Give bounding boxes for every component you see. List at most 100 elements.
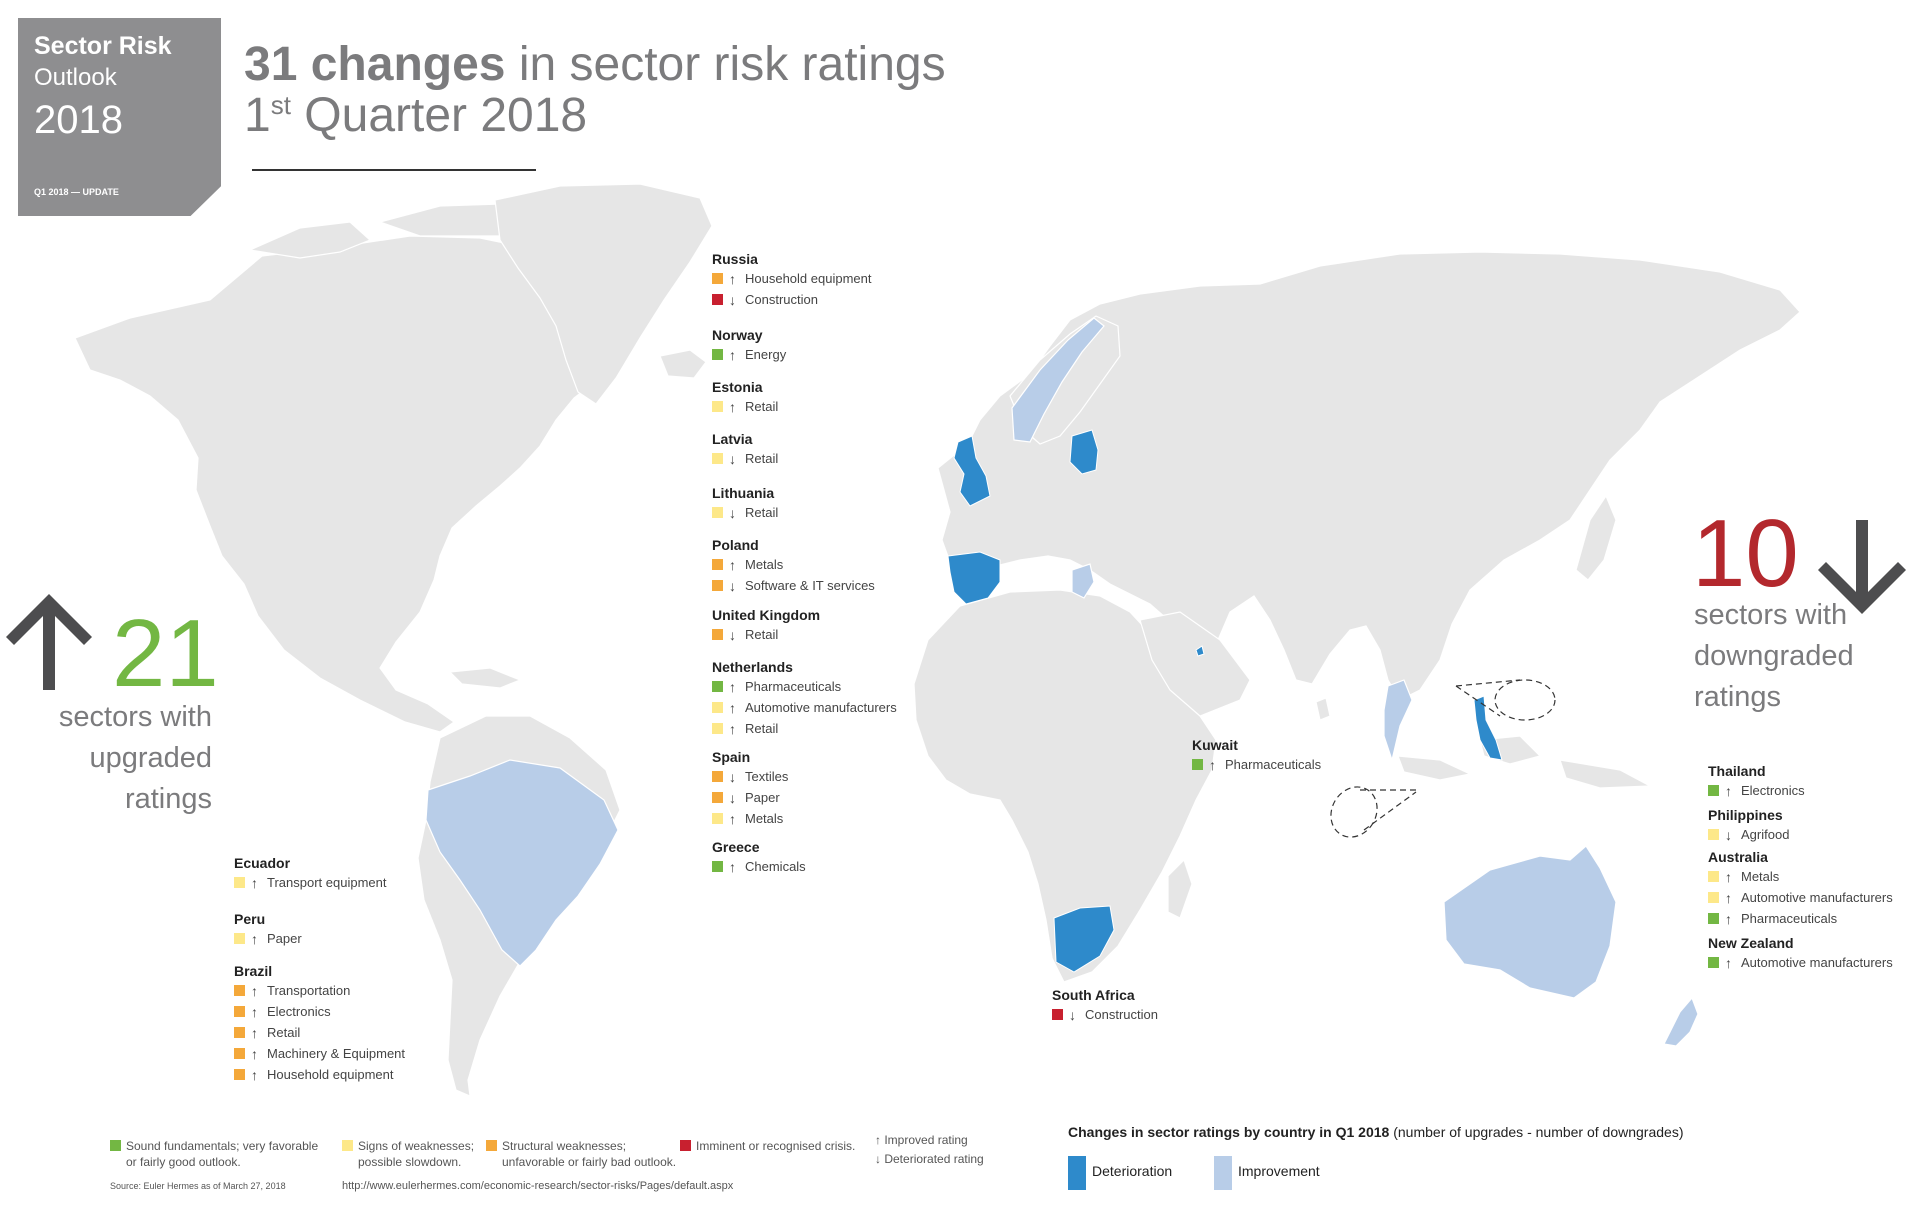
legend-red-swatch	[680, 1140, 691, 1151]
up-arrow-icon: ↑	[1725, 954, 1732, 971]
sector-label: Retail	[745, 505, 779, 520]
sector-row: ↑ Electronics	[1708, 780, 1805, 801]
rating-green-swatch	[1708, 957, 1719, 968]
down-arrow-icon: ↓	[1069, 1006, 1076, 1023]
title-rest: in sector risk ratings	[518, 38, 946, 91]
upgraded-caption-line: sectors with	[58, 701, 212, 733]
deterioration-swatch	[1068, 1156, 1086, 1190]
sector-label: Metals	[1741, 869, 1780, 884]
country-estonia: Estonia ↑ Retail	[712, 378, 778, 417]
rating-green-swatch	[1708, 913, 1719, 924]
callout-line-east-1	[1455, 679, 1521, 687]
legend-deteriorated: ↓ Deteriorated rating	[875, 1150, 984, 1169]
sector-label: Construction	[1085, 1007, 1158, 1022]
country-latvia: Latvia ↓ Retail	[712, 430, 778, 469]
up-arrow-icon: ↑	[1725, 910, 1732, 927]
downgraded-count: 10	[1692, 500, 1799, 607]
country-name: Estonia	[712, 379, 763, 395]
title-line-2: 1st Quarter 2018	[244, 88, 946, 142]
sector-label: Energy	[745, 347, 787, 362]
madagascar	[1167, 858, 1193, 919]
legend-deteriorated-label: Deteriorated rating	[884, 1152, 984, 1166]
country-name: Ecuador	[234, 855, 291, 871]
sector-label: Automotive manufacturers	[745, 700, 897, 715]
rating-yellow-swatch	[1708, 829, 1719, 840]
sector-label: Automotive manufacturers	[1741, 890, 1893, 905]
norway-shape	[1011, 317, 1105, 443]
rating-green-swatch	[1192, 759, 1203, 770]
rating-orange-swatch	[712, 771, 723, 782]
sector-label: Transport equipment	[267, 875, 387, 890]
country-lithuania: Lithuania ↓ Retail	[712, 484, 778, 523]
indonesia	[1397, 735, 1653, 789]
legend-down-arrow-icon: ↓	[875, 1152, 881, 1166]
sector-label: Retail	[267, 1025, 301, 1040]
country-name: United Kingdom	[712, 607, 821, 623]
country-thailand: Thailand ↑ Electronics	[1708, 762, 1805, 801]
upgraded-count: 21	[112, 600, 219, 707]
rating-yellow-swatch	[234, 933, 245, 944]
greece-shape	[1071, 563, 1095, 599]
map-legend-title: Changes in sector ratings by country in …	[1068, 1124, 1684, 1140]
sector-row: ↑ Transport equipment	[234, 872, 386, 893]
rating-green-swatch	[712, 681, 723, 692]
sector-row: ↑ Energy	[712, 344, 786, 365]
country-name: Australia	[1708, 849, 1768, 865]
up-arrow-icon: ↑	[1725, 782, 1732, 799]
philippines-shape	[1473, 695, 1503, 761]
legend-arrows: ↑ Improved rating ↓ Deteriorated rating	[875, 1131, 984, 1169]
country-russia: Russia ↑ Household equipment ↓ Construction	[712, 250, 871, 310]
sector-row: ↑ Metals	[712, 808, 788, 829]
up-arrow-icon: ↑	[251, 874, 258, 891]
sector-label: Metals	[745, 557, 784, 572]
subtitle-rest: Quarter 2018	[304, 88, 588, 142]
upgraded-caption: sectors with upgraded ratings	[40, 697, 212, 820]
source-url[interactable]: http://www.eulerhermes.com/economic-rese…	[342, 1180, 734, 1192]
subtitle-number: 1	[244, 88, 271, 142]
sector-row: ↓ Paper	[712, 787, 788, 808]
sector-label: Electronics	[267, 1004, 331, 1019]
kuwait-shape	[1195, 645, 1205, 657]
country-kuwait: Kuwait ↑ Pharmaceuticals	[1192, 736, 1321, 775]
rating-red-swatch	[1052, 1009, 1063, 1020]
country-australia: Australia ↑ Metals ↑ Automotive manufacturer…	[1708, 848, 1893, 929]
sector-row: ↓ Software & IT services	[712, 575, 875, 596]
rating-yellow-swatch	[712, 813, 723, 824]
legend-green-line2: or fairly good outlook.	[126, 1155, 241, 1169]
rating-yellow-swatch	[1708, 871, 1719, 882]
rating-orange-swatch	[234, 1027, 245, 1038]
up-arrow-icon: ↑	[1209, 756, 1216, 773]
badge-year: 2018	[34, 98, 123, 142]
sector-label: Retail	[745, 721, 779, 736]
country-greece: Greece ↑ Chemicals	[712, 838, 806, 877]
eurasia-landmass	[937, 251, 1801, 701]
country-name: Peru	[234, 911, 266, 927]
country-name: Thailand	[1708, 763, 1766, 779]
legend-orange-line1: Structural weaknesses;	[502, 1139, 627, 1153]
up-arrow-icon: ↑	[729, 699, 736, 716]
up-arrow-icon: ↑	[251, 930, 258, 947]
sector-label: Metals	[745, 811, 784, 826]
downgraded-caption-line: ratings	[1694, 681, 1782, 713]
rating-red-swatch	[712, 294, 723, 305]
up-arrow-icon: ↑	[729, 346, 736, 363]
sector-row: ↓ Construction	[1052, 1004, 1158, 1025]
sector-label: Agrifood	[1741, 827, 1790, 842]
up-arrow-icon: ↑	[729, 398, 736, 415]
down-arrow-icon-path	[1818, 520, 1906, 614]
country-name: Poland	[712, 537, 759, 553]
sector-label: Textiles	[745, 769, 789, 784]
up-arrow-icon: ↑	[729, 810, 736, 827]
down-arrow-icon: ↓	[729, 504, 736, 521]
down-arrow-icon	[1818, 520, 1906, 614]
deterioration-label: Deterioration	[1092, 1163, 1173, 1179]
sector-row: ↓ Textiles	[712, 766, 788, 787]
country-name: Russia	[712, 251, 758, 267]
sector-row: ↑ Household equipment	[234, 1064, 405, 1085]
rating-orange-swatch	[234, 1069, 245, 1080]
up-arrow-icon: ↑	[251, 1024, 258, 1041]
sector-row: ↓ Retail	[712, 624, 820, 645]
country-poland: Poland ↑ Metals ↓ Software & IT services	[712, 536, 875, 596]
country-norway: Norway ↑ Energy	[712, 326, 786, 365]
sector-label: Machinery & Equipment	[267, 1046, 406, 1061]
